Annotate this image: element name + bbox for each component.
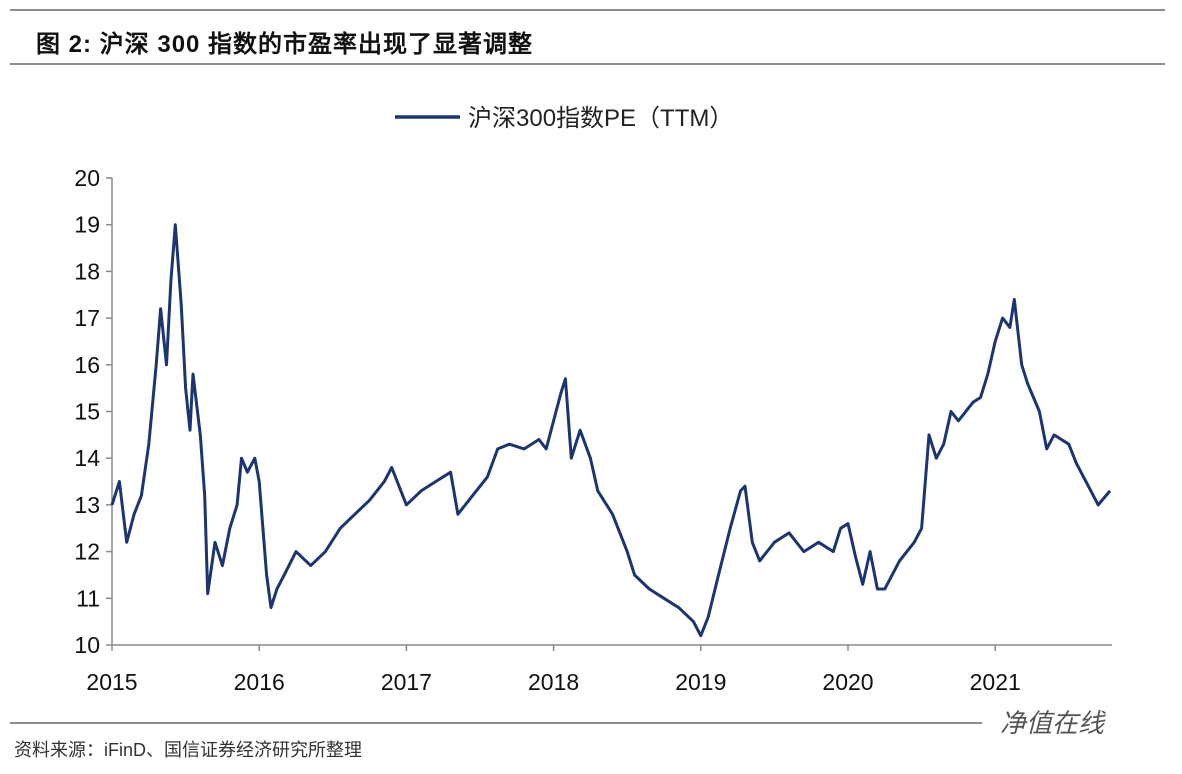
y-tick-label: 18: [74, 258, 100, 284]
figure-title: 图 2: 沪深 300 指数的市盈率出现了显著调整: [36, 31, 534, 58]
y-tick-label: 17: [74, 305, 100, 331]
source-note: 资料来源：iFinD、国信证券经济研究所整理: [14, 740, 363, 760]
top-rule: [10, 9, 1165, 11]
x-tick-label: 2021: [970, 669, 1021, 695]
y-tick-label: 13: [74, 492, 100, 518]
x-tick-label: 2017: [381, 669, 432, 695]
x-tick-label: 2016: [234, 669, 285, 695]
y-tick-label: 14: [74, 445, 100, 471]
x-tick-label: 2019: [675, 669, 726, 695]
footer-rule: [10, 722, 982, 724]
series-line: [110, 223, 1112, 638]
legend-label: 沪深300指数PE（TTM）: [468, 105, 733, 132]
x-tick-label: 2018: [528, 669, 579, 695]
y-tick-label: 10: [74, 632, 100, 658]
y-tick-label: 12: [74, 539, 100, 565]
title-rule: [10, 63, 1165, 65]
y-tick-label: 15: [74, 399, 100, 425]
y-tick-label: 19: [74, 212, 100, 238]
x-tick-label: 2020: [822, 669, 873, 695]
watermark-logo: 净值在线: [1000, 708, 1105, 738]
x-tick-label: 2015: [86, 669, 137, 695]
line-chart: 10 11 12 13 14 15 16 17 18 19 20 2015 2016 2017 2018 20…: [74, 105, 1112, 695]
y-tick-label: 16: [74, 352, 100, 378]
y-tick-label: 20: [74, 165, 100, 191]
y-tick-label: 11: [76, 585, 100, 611]
